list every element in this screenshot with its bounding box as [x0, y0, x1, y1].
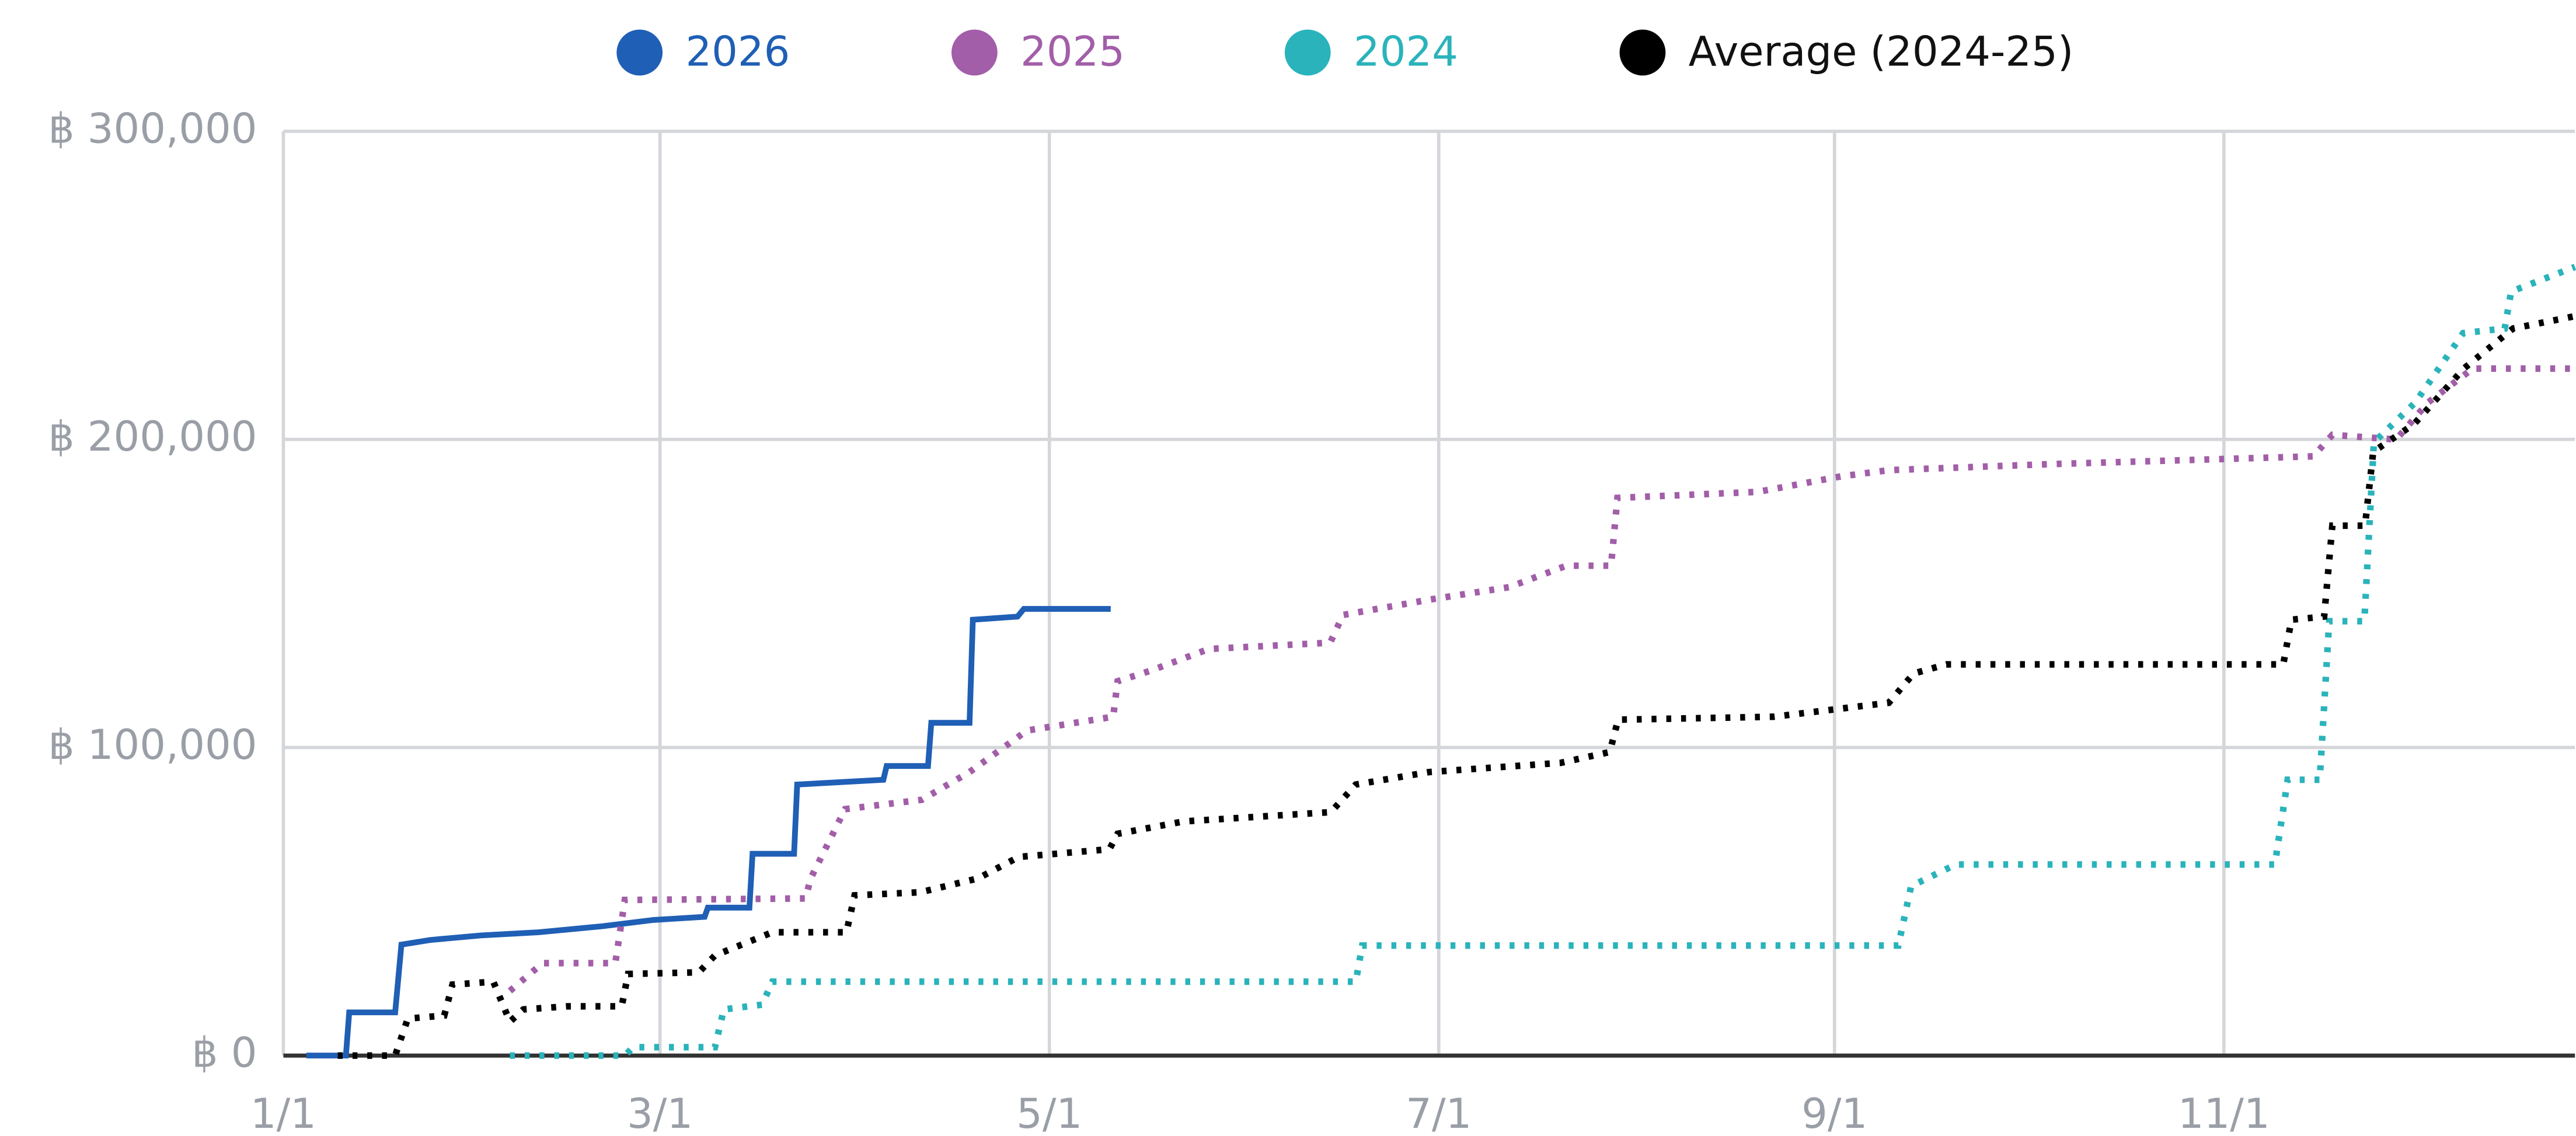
- series-line: [507, 365, 2575, 994]
- x-tick-label: 11/1: [2178, 1090, 2270, 1136]
- y-tick-label: ฿ 200,000: [48, 413, 257, 461]
- y-tick-label: ฿ 0: [192, 1029, 257, 1077]
- x-tick-label: 7/1: [1406, 1090, 1472, 1136]
- legend-marker: [951, 29, 998, 76]
- y-tick-label: ฿ 300,000: [48, 104, 257, 152]
- x-tick-label: 3/1: [627, 1090, 693, 1136]
- legend-label: 2024: [1354, 27, 1458, 75]
- legend-marker: [1284, 29, 1331, 76]
- legend-label: 2026: [685, 27, 790, 75]
- legend-label: Average (2024-25): [1689, 27, 2074, 75]
- legend-label: 2025: [1020, 27, 1125, 75]
- x-tick-label: 9/1: [1801, 1090, 1867, 1136]
- y-tick-label: ฿ 100,000: [48, 721, 257, 769]
- legend-marker: [616, 29, 663, 76]
- x-tick-label: 5/1: [1016, 1090, 1082, 1136]
- x-tick-label: 1/1: [250, 1090, 316, 1136]
- series-line: [306, 606, 1111, 1059]
- series-line: [510, 264, 2576, 1059]
- series-line: [337, 313, 2576, 1059]
- legend-marker: [1619, 29, 1666, 76]
